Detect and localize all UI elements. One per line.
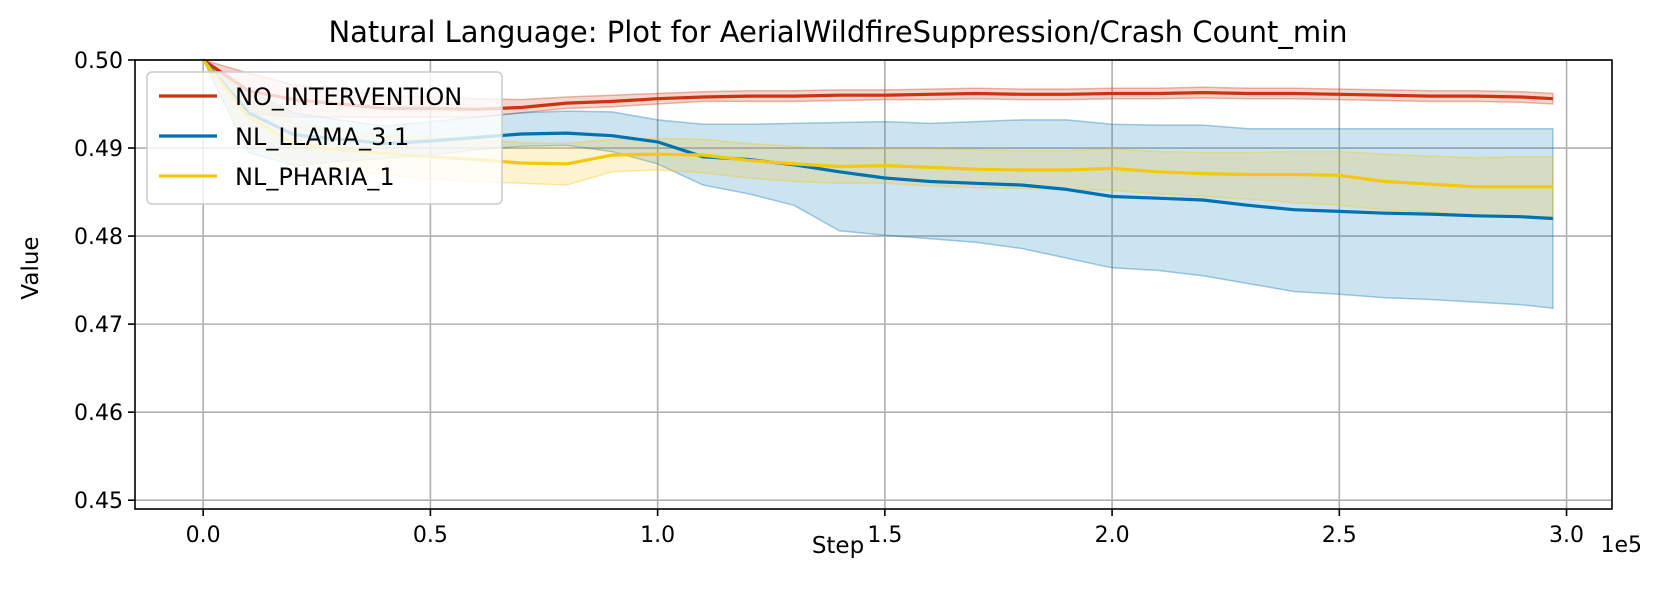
x-axis-label: Step: [812, 533, 864, 559]
y-tick-label: 0.45: [74, 489, 123, 514]
x-tick-label: 0.0: [186, 523, 221, 548]
legend: NO_INTERVENTION NL_LLAMA_3.1 NL_PHARIA_1: [146, 71, 503, 205]
y-tick-label: 0.47: [74, 313, 123, 338]
chart-title: Natural Language: Plot for AerialWildfir…: [328, 15, 1347, 49]
x-tick-label: 2.0: [1095, 523, 1130, 548]
y-tick-label: 0.46: [74, 401, 123, 426]
x-tick-label: 2.5: [1322, 523, 1357, 548]
legend-label-no-intervention: NO_INTERVENTION: [235, 83, 462, 111]
x-tick-label: 0.5: [413, 523, 448, 548]
plot-frame: [134, 59, 1613, 510]
y-axis-label: Value: [18, 236, 44, 299]
axis-ticks: 0.0 0.5 1.0 1.5 2.0 2.5 3.0 0.45 0.46 0.47 0.48 0.4…: [74, 49, 1584, 548]
legend-label-nl-llama-3-1: NL_LLAMA_3.1: [235, 123, 409, 151]
y-tick-label: 0.49: [74, 137, 123, 162]
band-no-intervention: [200, 58, 1554, 118]
x-axis-offset-label: 1e5: [1600, 533, 1642, 558]
legend-label-nl-pharia-1: NL_PHARIA_1: [235, 163, 395, 191]
y-tick-label: 0.50: [74, 49, 123, 74]
x-tick-label: 1.5: [867, 523, 902, 548]
x-tick-label: 1.0: [640, 523, 675, 548]
grid-lines: [135, 59, 1612, 509]
legend-box: [146, 71, 503, 205]
y-tick-label: 0.48: [74, 225, 123, 250]
x-tick-label: 3.0: [1549, 523, 1584, 548]
